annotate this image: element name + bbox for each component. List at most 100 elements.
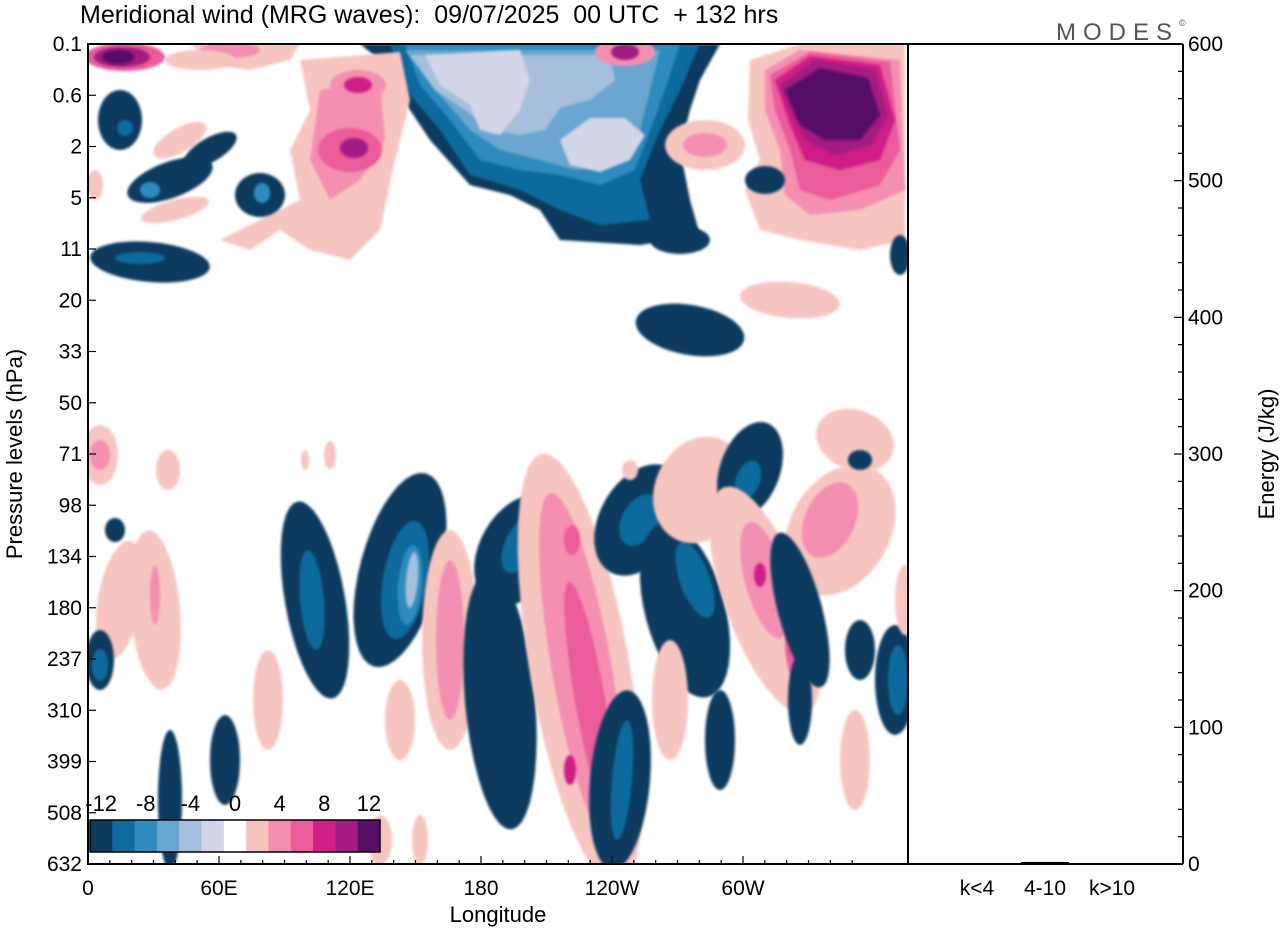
positive-contour-level-4 [564,755,576,785]
positive-contour-level-1 [740,281,840,319]
colorbar-label: -4 [181,791,201,816]
energy-bar [1021,861,1069,864]
colorbar-label: 8 [318,791,330,816]
positive-contour-level-3 [564,525,580,555]
y-tick-label: 0.1 [53,33,82,56]
x-tick-label: 120W [585,877,640,900]
positive-contour-level-1 [324,441,336,469]
x-tick-label: 180 [463,877,498,900]
colorbar: -12 -8 -4 0 4 8 12 [85,791,381,853]
positive-contour-level-1 [840,710,870,810]
y-tick-label: 33 [59,341,82,364]
negative-contour-level-1 [770,532,830,688]
energy-tick-label: 300 [1188,443,1223,466]
positive-contour-level-2 [90,440,110,470]
y-tick-label: 98 [59,494,82,517]
negative-contour-level-1 [635,303,745,357]
positive-contour-level-1 [165,50,235,70]
negative-contour-level-1 [890,235,908,275]
negative-contour-level-1 [210,715,240,805]
colorbar-swatch [313,820,336,852]
colorbar-label: 0 [229,791,241,816]
positive-contour-level-2 [801,482,859,558]
negative-contour-level-2 [610,720,634,840]
colorbar-swatch [179,820,202,852]
negative-contour-level-1 [105,518,125,542]
negative-contour-level-6 [560,118,645,172]
y-axis-title: Pressure levels (hPa) [2,349,27,559]
negative-contour-level-6 [425,50,530,135]
positive-contour-level-6 [102,50,134,64]
y-tick-label: 71 [59,443,82,466]
negative-contour-level-2 [734,460,762,500]
positive-contour-level-5 [611,44,639,60]
colorbar-swatch [290,820,314,852]
brand-logo: MODES© [1056,9,1186,47]
positive-contour-level-2 [683,133,727,157]
y-tick-label: 5 [70,187,82,210]
energy-tick-label: 200 [1188,580,1223,603]
positive-contour-level-1 [153,121,207,159]
colorbar-swatch [90,820,113,852]
negative-contour-level-2 [117,120,133,136]
colorbar-swatch [335,820,358,852]
positive-contour-level-1 [412,815,428,864]
y-tick-label: 0.6 [53,84,82,107]
y-axis-energy: 0 100 200 300 400 500 600 [1174,33,1223,876]
positive-contour-level-6 [785,68,880,140]
positive-contour-level-1 [652,640,688,760]
energy-bar [953,863,1001,864]
positive-contour-level-1 [301,450,309,470]
positive-contour-level-1 [816,408,894,472]
colorbar-swatch [156,820,180,852]
negative-contour-level-3 [140,182,160,198]
positive-contour-level-1 [88,170,103,200]
negative-contour-level-3 [254,183,270,203]
y-tick-label: 237 [47,648,82,671]
negative-contour-level-1 [845,620,875,680]
positive-contour-level-1 [253,650,283,750]
colorbar-label: 4 [273,791,285,816]
brand-mark: © [1179,18,1186,28]
negative-contour-level-5 [405,552,419,608]
positive-contour-level-1 [385,680,415,760]
y-tick-label: 508 [47,802,82,825]
x-tick-label: 60W [721,877,764,900]
positive-contour-level-4 [344,77,372,93]
y-tick-label: 310 [47,699,82,722]
colorbar-swatch [246,820,269,852]
x-tick-label: 120E [325,877,374,900]
positive-contour-level-4 [754,563,766,587]
y-tick-label: 134 [47,546,82,569]
contour-field [88,44,908,864]
y-tick-label: 20 [59,289,82,312]
negative-contour-level-1 [650,226,710,254]
colorbar-frame [89,819,381,853]
energy-tick-label: 600 [1188,33,1223,56]
positive-contour-level-2 [150,565,160,625]
negative-contour-level-1 [463,570,537,830]
bar-category-label: k<4 [960,877,995,900]
positive-contour-level-2 [436,560,464,720]
colorbar-swatch [223,820,247,852]
colorbar-swatch [357,820,381,852]
positive-contour-level-1 [895,565,908,635]
negative-contour-level-2 [92,649,108,681]
negative-contour-level-1 [848,450,872,470]
y-tick-label: 632 [47,853,82,876]
negative-contour-level-1 [788,655,812,745]
colorbar-swatch [134,820,158,852]
positive-contour-level-1 [141,196,209,224]
energy-tick-label: 100 [1188,716,1223,739]
colorbar-label: -12 [85,791,117,816]
negative-contour-level-2 [299,550,325,650]
brand-text: MODES [1056,19,1180,46]
negative-contour-level-2 [115,252,165,264]
energy-tick-label: 400 [1188,306,1223,329]
energy-tick-label: 0 [1188,853,1200,876]
negative-contour-level-2 [675,542,715,618]
y-tick-label: 2 [70,136,82,159]
energy-tick-label: 500 [1188,170,1223,193]
colorbar-swatch [201,820,225,852]
